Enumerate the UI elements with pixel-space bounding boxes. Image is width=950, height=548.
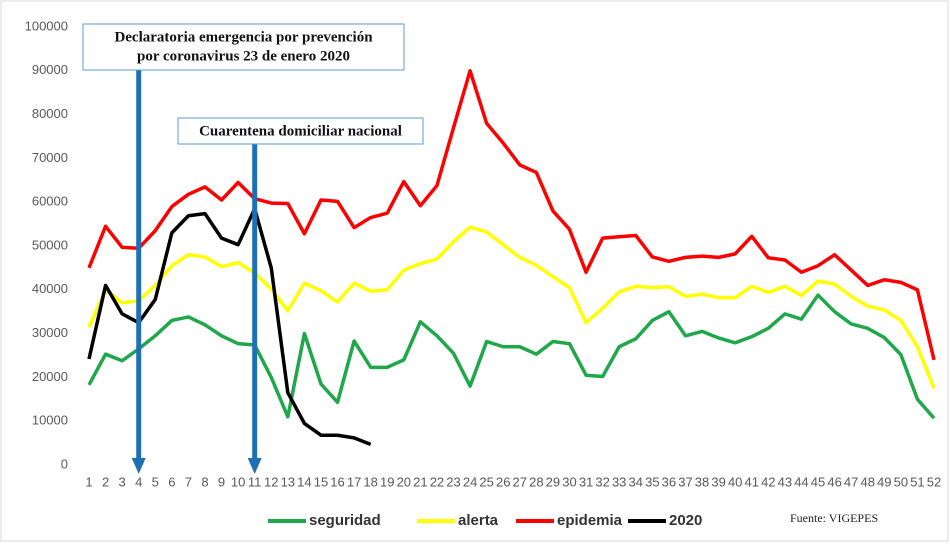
x-tick-label: 37 [678,474,692,489]
x-tick-label: 1 [85,474,92,489]
x-tick-label: 31 [579,474,593,489]
x-tick-label: 26 [496,474,510,489]
x-tick-label: 3 [119,474,126,489]
x-tick-label: 7 [185,474,192,489]
x-tick-label: 5 [152,474,159,489]
annotation-box [177,117,424,145]
y-tick-label: 50000 [32,237,68,252]
y-tick-label: 60000 [32,194,68,209]
x-tick-label: 36 [662,474,676,489]
x-tick-label: 42 [761,474,775,489]
x-tick-label: 4 [135,474,142,489]
annotation-box [82,23,405,71]
x-tick-label: 2 [102,474,109,489]
x-tick-label: 22 [430,474,444,489]
annotation-text: Cuarentena domiciliar nacional [199,123,402,139]
x-tick-label: 24 [463,474,477,489]
y-tick-label: 40000 [32,281,68,296]
x-tick-label: 16 [330,474,344,489]
annotation-arrowhead [131,458,146,474]
x-tick-label: 48 [860,474,874,489]
x-tick-label: 47 [844,474,858,489]
series-line [87,207,372,447]
x-tick-label: 6 [168,474,175,489]
x-tick-label: 30 [562,474,576,489]
x-tick-label: 39 [711,474,725,489]
x-tick-label: 19 [380,474,394,489]
source: Fuente: VIGEPES [790,511,878,525]
series-line [87,225,936,389]
x-tick-label: 52 [927,474,941,489]
legend-label: seguridad [309,512,381,529]
legend-label: alerta [458,512,499,529]
x-tick-label: 45 [811,474,825,489]
y-tick-label: 0 [61,456,68,471]
annotation-text: por coronavirus 23 de enero 2020 [137,48,350,64]
x-tick-label: 13 [281,474,295,489]
x-tick-label: 14 [297,474,311,489]
x-tick-label: 33 [612,474,626,489]
x-tick-label: 18 [363,474,377,489]
x-tick-label: 51 [910,474,924,489]
x-tick-label: 49 [877,474,891,489]
x-tick-label: 27 [513,474,527,489]
x-tick-label: 38 [695,474,709,489]
x-tick-label: 34 [629,474,643,489]
x-tick-label: 17 [347,474,361,489]
x-tick-label: 20 [397,474,411,489]
x-tick-label: 40 [728,474,742,489]
y-tick-label: 90000 [32,62,68,77]
legend-label: epidemia [557,512,623,529]
y-tick-label: 20000 [32,369,68,384]
x-tick-label: 41 [745,474,759,489]
x-tick-label: 35 [645,474,659,489]
x-tick-label: 43 [778,474,792,489]
x-tick-label: 9 [218,474,225,489]
y-tick-label: 100000 [25,18,68,33]
x-tick-label: 11 [248,474,262,489]
x-tick-label: 32 [595,474,609,489]
series-line [87,69,936,361]
x-tick-label: 12 [264,474,278,489]
annotation-arrowhead [247,458,262,474]
x-tick-label: 28 [529,474,543,489]
x-tick-label: 10 [231,474,245,489]
x-tick-label: 50 [894,474,908,489]
y-tick-label: 80000 [32,106,68,121]
y-tick-label: 70000 [32,150,68,165]
x-tick-label: 21 [413,474,427,489]
x-tick-label: 23 [446,474,460,489]
legend-label: 2020 [669,512,702,529]
x-tick-label: 44 [794,474,808,489]
x-tick-label: 46 [827,474,841,489]
x-tick-label: 29 [546,474,560,489]
x-tick-label: 8 [201,474,208,489]
x-tick-label: 15 [314,474,328,489]
y-tick-label: 30000 [32,325,68,340]
y-tick-label: 10000 [32,413,68,428]
annotation-text: Declaratoria emergencia por prevención [114,29,373,45]
series-line [87,293,936,420]
x-tick-label: 25 [479,474,493,489]
